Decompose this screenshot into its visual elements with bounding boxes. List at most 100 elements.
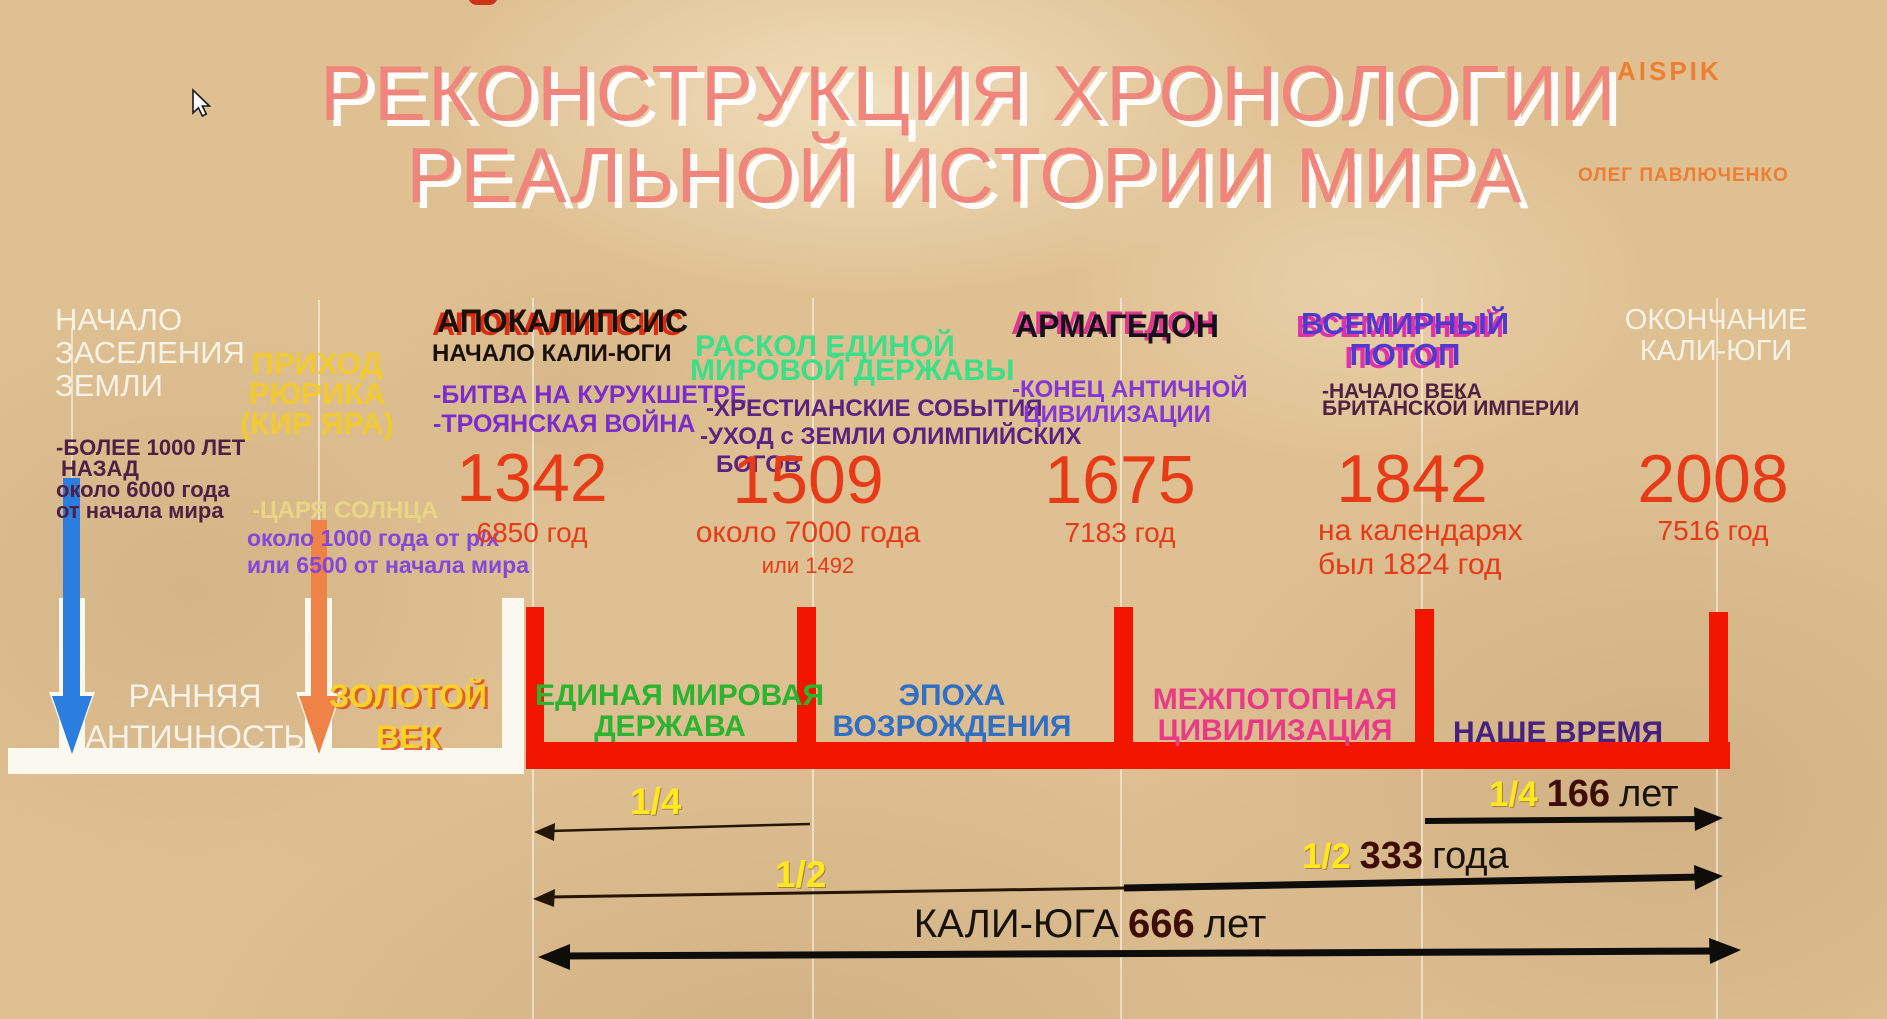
note-line: НАЗАД — [61, 456, 139, 481]
total-line — [556, 947, 1723, 960]
quarter-value: 166 — [1546, 773, 1611, 815]
event-flood-title: ВСЕМИРНЫЙ ПОТОП — [1295, 308, 1515, 370]
quarter-right-arrowhead-icon — [1694, 807, 1723, 831]
orange-arrow-shaft — [311, 520, 327, 702]
year-note: 6850 год — [476, 517, 588, 548]
event-schism-year: 1509 около 7000 года или 1492 — [688, 446, 928, 579]
note-line: -КОНЕЦ АНТИЧНОЙ — [1012, 376, 1248, 403]
note-line: -ХРЕСТИАНСКИЕ СОБЫТИЯ — [706, 395, 1043, 422]
half-fraction: 1/2 — [1302, 837, 1351, 876]
event-apocalypse-subtitle: НАЧАЛО КАЛИ-ЮГИ — [432, 340, 672, 367]
total-value: 666 — [1127, 902, 1195, 946]
watermark: AISPIK — [1617, 56, 1722, 86]
event-apocalypse-notes: -БИТВА НА КУРУКШЕТРЕ -ТРОЯНСКАЯ ВОЙНА — [433, 381, 746, 439]
year-note: 7516 год — [1657, 515, 1769, 546]
event-settlement-line2: ЗАСЕЛЕНИЯ — [55, 335, 245, 370]
year-value: 1675 — [1044, 442, 1196, 518]
orange-arrow-head-icon — [299, 696, 339, 754]
event-settlement-line3: ЗЕМЛИ — [55, 368, 163, 403]
quarter-line-left — [548, 822, 811, 833]
note-line: -БОЛЕЕ 1000 ЛЕТ — [56, 435, 246, 460]
quarter-left-arrowhead-icon — [534, 823, 555, 841]
event-armageddon-title: АРМАГЕДОН — [1014, 308, 1220, 344]
era-line: ЗОЛОТОЙ — [329, 678, 487, 714]
note-line: -ТРОЯНСКАЯ ВОЙНА — [433, 410, 696, 438]
half-line-thin — [548, 886, 1125, 899]
era-renaissance: ЭПОХА ВОЗРОЖДЕНИЯ — [817, 680, 1087, 742]
half-measure-right: 1/2 333 года — [1302, 835, 1509, 878]
total-unit: лет — [1203, 902, 1267, 946]
total-right-arrowhead-icon — [1709, 938, 1741, 964]
half-right-arrowhead-icon — [1694, 865, 1723, 890]
era-united-world-state: ЕДИНАЯ МИРОВАЯ ДЕРЖАВА — [535, 680, 824, 743]
year-note: около 7000 года — [695, 516, 921, 549]
event-settlement-line1: НАЧАЛО — [55, 302, 183, 337]
event-schism-notes: -ХРЕСТИАНСКИЕ СОБЫТИЯ -УХОД с ЗЕМЛИ ОЛИМ… — [700, 395, 1081, 479]
blue-arrow-head-icon — [52, 696, 92, 754]
event-schism-line1: РАСКОЛ ЕДИНОЙ — [695, 330, 955, 363]
era-line: АНТИЧНОСТЬ — [85, 719, 305, 755]
riser-1842 — [1415, 609, 1434, 742]
note-line: -БИТВА НА КУРУКШЕТРЕ — [433, 381, 747, 409]
era-line: ВЕК — [376, 719, 440, 755]
event-kali-end-line2: КАЛИ-ЮГИ — [1639, 335, 1793, 367]
note-line: -НАЧАЛО ВЕКА — [1322, 380, 1482, 403]
event-armageddon-notes: -КОНЕЦ АНТИЧНОЙ ЦИВИЛИЗАЦИИ — [1012, 376, 1248, 428]
note-line: ЦИВИЛИЗАЦИИ — [1023, 401, 1211, 428]
event-rurik-subnote: -ЦАРЯ СОЛНЦА — [252, 497, 439, 524]
year-note-2: был 1824 год — [1318, 548, 1502, 581]
event-flood-year: 1842 — [1292, 441, 1532, 517]
event-flood-notes: -НАЧАЛО ВЕКА БРИТАНСКОЙ ИМПЕРИИ — [1322, 380, 1580, 420]
event-rurik-notes: около 1000 года от р/х или 6500 от начал… — [247, 525, 529, 579]
event-apocalypse-year: 1342 6850 год — [412, 440, 652, 549]
riser-1675 — [1114, 607, 1133, 742]
note-line: БРИТАНСКОЙ ИМПЕРИИ — [1322, 397, 1580, 420]
event-schism-line2: МИРОВОЙ ДЕРЖАВЫ — [690, 354, 1015, 387]
quarter-fraction: 1/4 — [1489, 775, 1538, 814]
year-note-2: или 1492 — [761, 553, 855, 578]
event-kali-end-line1: ОКОНЧАНИЕ — [1624, 304, 1808, 336]
event-rurik-line3: (КИР ЯРА) — [240, 406, 394, 441]
blue-arrow-shaft — [63, 478, 80, 702]
era-line: ДЕРЖАВА — [594, 710, 746, 743]
note-line: или 6500 от начала мира — [247, 552, 530, 578]
half-value: 333 — [1359, 835, 1424, 877]
era-line: ВОЗРОЖДЕНИЯ — [832, 710, 1072, 743]
era-line: МЕЖПОТОПНАЯ — [1152, 683, 1398, 716]
note-line: около 1000 года от р/х — [247, 525, 500, 551]
note-line: БОГОВ — [716, 451, 802, 478]
half-label-left: 1/2 — [775, 854, 827, 895]
riser-2008 — [1709, 612, 1728, 742]
red-top-fragment — [468, 0, 498, 5]
year-value: 1342 — [456, 440, 608, 516]
note-line: около 6000 года — [56, 477, 230, 502]
quarter-unit: лет — [1619, 773, 1679, 815]
quarter-measure-right: 1/4 166 лет — [1489, 773, 1679, 816]
era-our-time: НАШЕ ВРЕМЯ — [1423, 716, 1693, 750]
year-value: 1842 — [1336, 441, 1488, 517]
event-rurik-line2: РЮРИКА — [248, 376, 386, 411]
event-rurik-title: ПРИХОД РЮРИКА (КИР ЯРА) — [217, 348, 417, 441]
event-flood-line1: ВСЕМИРНЫЙ — [1300, 306, 1510, 341]
event-apocalypse-title: АПОКАЛИПСИС — [437, 303, 689, 339]
year-value: 2008 — [1637, 441, 1789, 517]
riser-1509 — [797, 607, 816, 742]
note-line: от начала мира — [56, 498, 224, 523]
year-note: 7183 год — [1064, 517, 1176, 548]
half-line-thick — [1123, 873, 1703, 892]
mouse-cursor-icon — [192, 88, 212, 118]
half-unit: года — [1432, 835, 1509, 877]
total-measure: КАЛИ-ЮГА 666 лет — [840, 902, 1340, 947]
era-line: РАННЯЯ — [128, 678, 262, 714]
year-note: на календарях — [1318, 514, 1523, 547]
era-line: ЦИВИЛИЗАЦИЯ — [1157, 714, 1393, 747]
quarter-line-right — [1424, 816, 1703, 824]
event-schism-title: РАСКОЛ ЕДИНОЙ МИРОВОЙ ДЕРЖАВЫ — [690, 330, 1015, 387]
event-armageddon-year: 1675 7183 год — [1000, 442, 1240, 549]
event-settlement-title: НАЧАЛО ЗАСЕЛЕНИЯ ЗЕМЛИ — [55, 303, 245, 402]
era-interflood-civilization: МЕЖПОТОПНАЯ ЦИВИЛИЗАЦИЯ — [1140, 684, 1410, 746]
kali-yuga-bar — [526, 742, 1730, 769]
era-line: ЭПОХА — [898, 679, 1006, 712]
quarter-label-left: 1/4 — [630, 781, 682, 822]
author-credit: ОЛЕГ ПАВЛЮЧЕНКО — [1578, 165, 1789, 186]
